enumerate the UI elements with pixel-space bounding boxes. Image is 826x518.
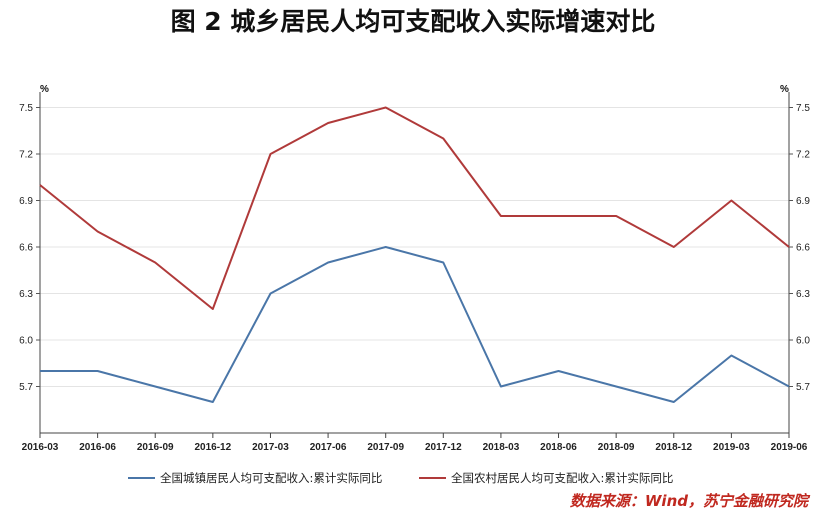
x-tick-label: 2016-06	[79, 442, 116, 453]
x-tick-label: 2017-09	[367, 442, 404, 453]
x-tick-label: 2017-12	[425, 442, 462, 453]
x-tick-label: 2018-09	[598, 442, 635, 453]
y-tick-label-left: 7.2	[19, 150, 33, 161]
series-line-2	[39, 106, 790, 310]
legend-label-2: 全国农村居民人均可支配收入:累计实际同比	[451, 471, 673, 485]
y-tick-label-left: 6.6	[19, 243, 33, 254]
x-tick-label: 2016-09	[137, 442, 174, 453]
series-line-1	[40, 246, 790, 403]
y-axis-left-ticks: 5.7 6.0 6.3 6.6 6.9 7.2 7.5	[19, 103, 40, 393]
x-tick-label: 2016-03	[22, 442, 59, 453]
y-axis-left-unit: %	[40, 84, 49, 95]
gridlines	[40, 107, 789, 387]
y-tick-label-left: 7.5	[19, 103, 33, 114]
legend: 全国城镇居民人均可支配收入:累计实际同比 全国农村居民人均可支配收入:累计实际同比	[128, 471, 673, 485]
y-tick-label-right: 6.3	[796, 289, 810, 300]
x-tick-label: 2017-03	[252, 442, 289, 453]
y-tick-label-right: 6.9	[796, 196, 810, 207]
y-axis-right-unit: %	[780, 84, 789, 95]
x-tick-label: 2019-06	[771, 442, 808, 453]
legend-label-1: 全国城镇居民人均可支配收入:累计实际同比	[160, 471, 382, 485]
x-tick-label: 2018-12	[655, 442, 692, 453]
y-tick-label-left: 6.3	[19, 289, 33, 300]
x-axis-ticks: 2016-03 2016-06 2016-09 2016-12 2017-03 2017-…	[22, 433, 808, 453]
y-axis-right-ticks: 5.7 6.0 6.3 6.6 6.9 7.2 7.5	[789, 103, 810, 393]
y-tick-label-left: 6.9	[19, 196, 33, 207]
x-tick-label: 2016-12	[194, 442, 231, 453]
y-tick-label-left: 5.7	[19, 382, 33, 393]
y-tick-label-right: 7.2	[796, 150, 810, 161]
y-tick-label-right: 6.6	[796, 243, 810, 254]
y-tick-label-right: 6.0	[796, 336, 810, 347]
axes	[39, 92, 790, 434]
x-tick-label: 2017-06	[310, 442, 347, 453]
x-tick-label: 2018-03	[483, 442, 520, 453]
y-tick-label-left: 6.0	[19, 336, 33, 347]
source-note: 数据来源：Wind，苏宁金融研究院	[570, 492, 811, 510]
series-lines	[39, 106, 790, 403]
y-tick-label-right: 5.7	[796, 382, 810, 393]
y-tick-label-right: 7.5	[796, 103, 810, 114]
x-tick-label: 2019-03	[713, 442, 750, 453]
x-tick-label: 2018-06	[540, 442, 577, 453]
chart-title: 图 2 城乡居民人均可支配收入实际增速对比	[171, 7, 656, 36]
